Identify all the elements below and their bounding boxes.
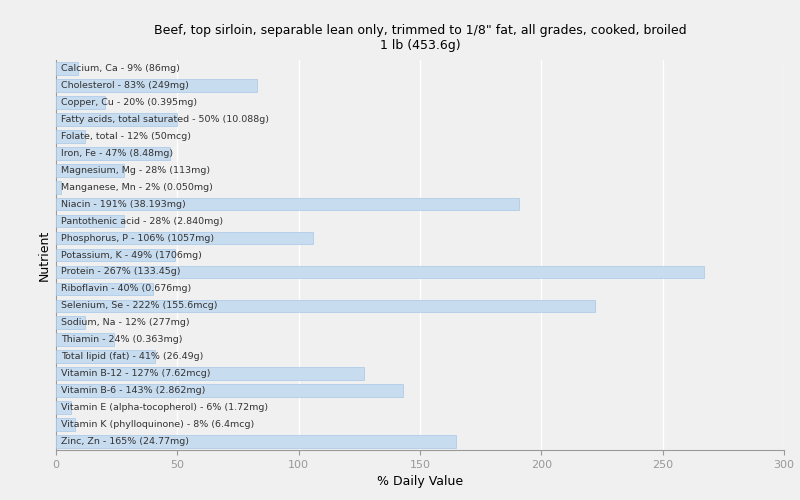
Bar (56, 214, 124, 228)
Bar (56, 164, 124, 176)
Bar (56, 113, 178, 126)
Bar (56, 248, 175, 262)
Bar (56, 334, 114, 346)
Text: Manganese, Mn - 2% (0.050mg): Manganese, Mn - 2% (0.050mg) (61, 182, 213, 192)
Text: Riboflavin - 40% (0.676mg): Riboflavin - 40% (0.676mg) (61, 284, 191, 294)
Text: Thiamin - 24% (0.363mg): Thiamin - 24% (0.363mg) (61, 336, 182, 344)
Bar (56, 316, 85, 329)
Text: Copper, Cu - 20% (0.395mg): Copper, Cu - 20% (0.395mg) (61, 98, 197, 107)
Text: Niacin - 191% (38.193mg): Niacin - 191% (38.193mg) (61, 200, 186, 208)
Bar (56, 435, 456, 448)
Text: Vitamin B-6 - 143% (2.862mg): Vitamin B-6 - 143% (2.862mg) (61, 386, 206, 395)
Bar (56, 130, 85, 142)
Text: Iron, Fe - 47% (8.48mg): Iron, Fe - 47% (8.48mg) (61, 149, 173, 158)
Text: Vitamin B-12 - 127% (7.62mcg): Vitamin B-12 - 127% (7.62mcg) (61, 369, 210, 378)
Bar (56, 147, 170, 160)
Text: Folate, total - 12% (50mcg): Folate, total - 12% (50mcg) (61, 132, 191, 141)
Bar (56, 62, 78, 75)
Text: Vitamin K (phylloquinone) - 8% (6.4mcg): Vitamin K (phylloquinone) - 8% (6.4mcg) (61, 420, 254, 429)
Bar (56, 266, 704, 278)
Text: Sodium, Na - 12% (277mg): Sodium, Na - 12% (277mg) (61, 318, 190, 328)
Text: Magnesium, Mg - 28% (113mg): Magnesium, Mg - 28% (113mg) (61, 166, 210, 174)
Bar (56, 384, 403, 397)
Text: Selenium, Se - 222% (155.6mcg): Selenium, Se - 222% (155.6mcg) (61, 302, 218, 310)
Bar (56, 198, 519, 210)
Text: Fatty acids, total saturated - 50% (10.088g): Fatty acids, total saturated - 50% (10.0… (61, 115, 269, 124)
Bar (56, 418, 75, 431)
Bar (56, 79, 258, 92)
Text: Vitamin E (alpha-tocopherol) - 6% (1.72mg): Vitamin E (alpha-tocopherol) - 6% (1.72m… (61, 403, 268, 412)
Bar (56, 282, 153, 296)
Y-axis label: Nutrient: Nutrient (38, 230, 50, 280)
Text: Phosphorus, P - 106% (1057mg): Phosphorus, P - 106% (1057mg) (61, 234, 214, 242)
Bar (56, 232, 314, 244)
Text: Potassium, K - 49% (1706mg): Potassium, K - 49% (1706mg) (61, 250, 202, 260)
Bar (56, 96, 105, 109)
Bar (56, 401, 70, 414)
Title: Beef, top sirloin, separable lean only, trimmed to 1/8" fat, all grades, cooked,: Beef, top sirloin, separable lean only, … (154, 24, 686, 52)
Text: Total lipid (fat) - 41% (26.49g): Total lipid (fat) - 41% (26.49g) (61, 352, 203, 361)
Bar (56, 300, 594, 312)
Bar (56, 350, 155, 363)
Bar (56, 181, 61, 194)
Text: Calcium, Ca - 9% (86mg): Calcium, Ca - 9% (86mg) (61, 64, 180, 73)
Text: Zinc, Zn - 165% (24.77mg): Zinc, Zn - 165% (24.77mg) (61, 437, 189, 446)
Bar (56, 368, 364, 380)
Text: Pantothenic acid - 28% (2.840mg): Pantothenic acid - 28% (2.840mg) (61, 216, 223, 226)
Text: Protein - 267% (133.45g): Protein - 267% (133.45g) (61, 268, 180, 276)
Text: Cholesterol - 83% (249mg): Cholesterol - 83% (249mg) (61, 81, 189, 90)
X-axis label: % Daily Value: % Daily Value (377, 476, 463, 488)
